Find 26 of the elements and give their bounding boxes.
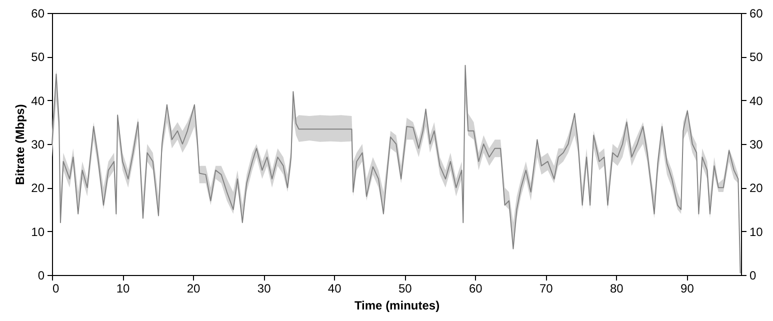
y-tick-label: 40 [31, 94, 45, 108]
y-tick-label: 20 [31, 181, 45, 196]
y2-tick-label: 60 [750, 6, 764, 20]
x-tick-label: 60 [468, 282, 483, 296]
y2-tick-label: 40 [750, 94, 764, 108]
y-tick-label: 0 [38, 268, 45, 282]
y2-tick-label: 10 [750, 224, 764, 239]
x-tick-label: 50 [398, 282, 412, 296]
x-tick-label: 40 [328, 282, 342, 296]
y2-tick-label: 0 [750, 268, 756, 282]
y-axis-title: Bitrate (Mbps) [13, 104, 28, 185]
y2-tick-label: 30 [750, 138, 764, 152]
x-tick-label: 90 [680, 282, 694, 296]
y-tick-label: 10 [31, 224, 45, 239]
y2-tick-label: 50 [750, 50, 764, 64]
y-tick-label: 30 [31, 138, 45, 152]
x-tick-label: 70 [539, 282, 554, 296]
x-axis-title: Time (minutes) [354, 298, 440, 312]
x-tick-label: 80 [610, 282, 624, 296]
y-tick-label: 60 [31, 6, 45, 20]
x-tick-label: 10 [116, 282, 130, 296]
x-tick-label: 30 [257, 282, 272, 296]
x-tick-label: 20 [186, 282, 201, 296]
x-tick-label: 0 [52, 282, 60, 296]
y2-tick-label: 20 [750, 181, 764, 196]
y-tick-label: 50 [31, 50, 45, 64]
